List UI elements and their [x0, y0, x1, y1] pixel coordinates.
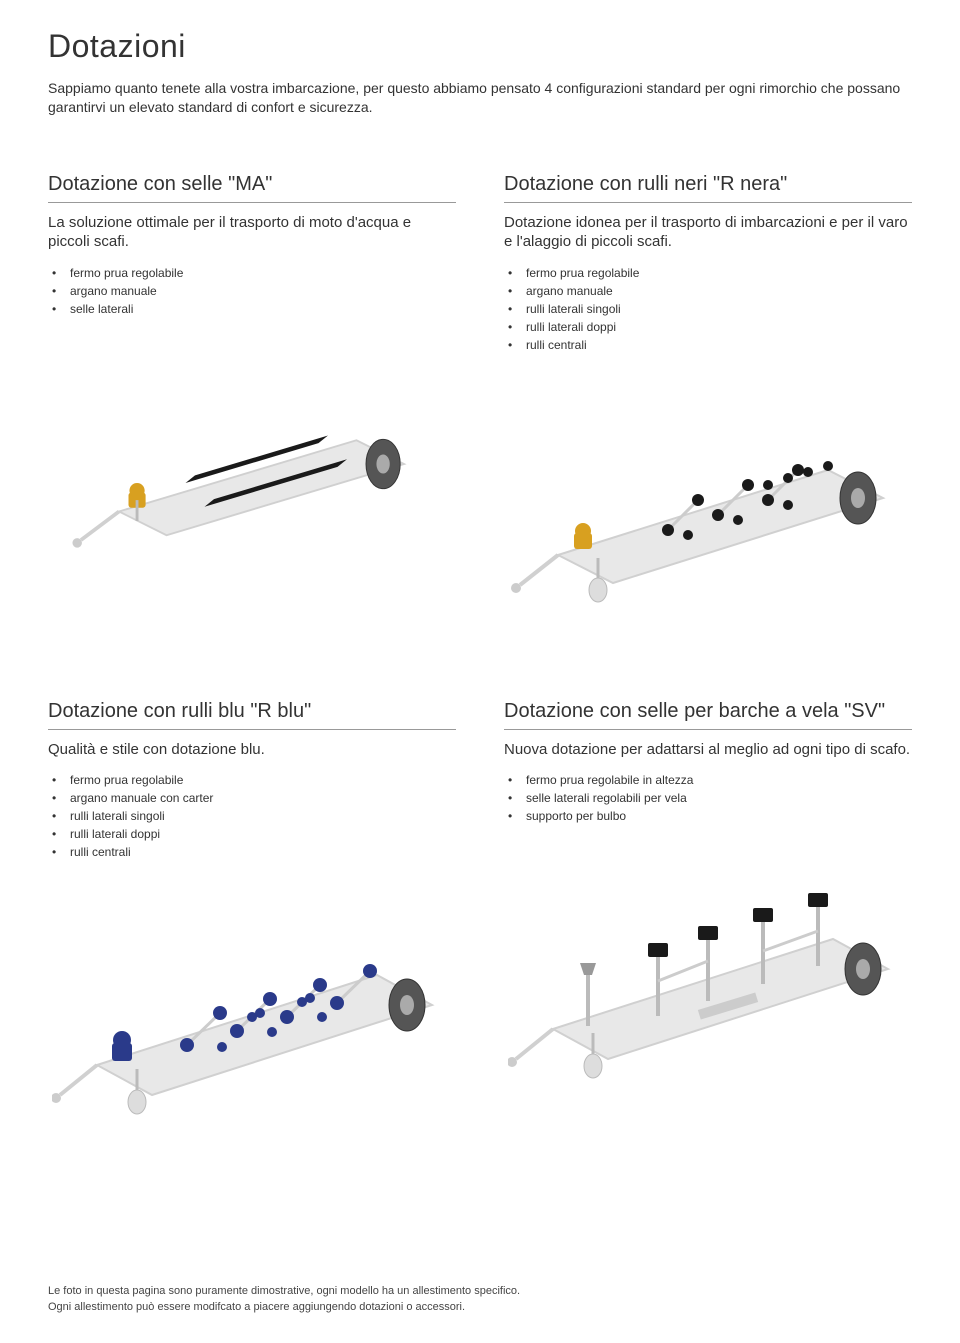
block-sv: Dotazione con selle per barche a vela "S… — [504, 700, 912, 1168]
block-ma-subtitle: La soluzione ottimale per il trasporto d… — [48, 213, 456, 252]
list-item: selle laterali regolabili per vela — [504, 789, 912, 807]
footnote: Le foto in questa pagina sono puramente … — [48, 1284, 520, 1315]
block-sv-features: fermo prua regolabile in altezza selle l… — [504, 771, 912, 825]
list-item: fermo prua regolabile — [48, 264, 456, 282]
block-rnera: Dotazione con rulli neri "R nera" Dotazi… — [504, 173, 912, 700]
block-sv-title: Dotazione con selle per barche a vela "S… — [504, 700, 912, 723]
block-ma: Dotazione con selle "MA" La soluzione ot… — [48, 173, 456, 700]
list-item: fermo prua regolabile — [48, 771, 456, 789]
list-item: rulli laterali singoli — [48, 807, 456, 825]
list-item: rulli centrali — [48, 843, 456, 861]
list-item: rulli laterali singoli — [504, 300, 912, 318]
block-rblu-illustration — [48, 877, 456, 1127]
block-rnera-title: Dotazione con rulli neri "R nera" — [504, 173, 912, 196]
trailer-ma-icon — [62, 350, 442, 569]
divider — [504, 202, 912, 203]
block-rblu-features: fermo prua regolabile argano manuale con… — [48, 771, 456, 861]
list-item: argano manuale — [48, 282, 456, 300]
block-rnera-illustration — [504, 370, 912, 620]
list-item: argano manuale con carter — [48, 789, 456, 807]
block-ma-features: fermo prua regolabile argano manuale sel… — [48, 264, 456, 318]
divider — [504, 729, 912, 730]
list-item: rulli centrali — [504, 336, 912, 354]
block-sv-illustration — [504, 841, 912, 1091]
block-sv-subtitle: Nuova dotazione per adattarsi al meglio … — [504, 740, 912, 760]
trailer-rblu-icon — [52, 887, 452, 1117]
list-item: argano manuale — [504, 282, 912, 300]
trailer-rnera-icon — [508, 380, 908, 610]
list-item: rulli laterali doppi — [504, 318, 912, 336]
configs-grid: Dotazione con selle "MA" La soluzione ot… — [48, 173, 912, 1168]
page-title: Dotazioni — [48, 28, 912, 65]
block-ma-illustration — [48, 334, 456, 584]
list-item: rulli laterali doppi — [48, 825, 456, 843]
footnote-line: Ogni allestimento può essere modifcato a… — [48, 1300, 520, 1315]
intro-text: Sappiamo quanto tenete alla vostra imbar… — [48, 79, 908, 117]
block-rblu: Dotazione con rulli blu "R blu" Qualità … — [48, 700, 456, 1168]
block-rnera-subtitle: Dotazione idonea per il trasporto di imb… — [504, 213, 912, 252]
block-rblu-title: Dotazione con rulli blu "R blu" — [48, 700, 456, 723]
list-item: selle laterali — [48, 300, 456, 318]
divider — [48, 729, 456, 730]
trailer-sv-icon — [508, 851, 908, 1081]
list-item: supporto per bulbo — [504, 807, 912, 825]
list-item: fermo prua regolabile in altezza — [504, 771, 912, 789]
block-ma-title: Dotazione con selle "MA" — [48, 173, 456, 196]
divider — [48, 202, 456, 203]
block-rblu-subtitle: Qualità e stile con dotazione blu. — [48, 740, 456, 760]
list-item: fermo prua regolabile — [504, 264, 912, 282]
footnote-line: Le foto in questa pagina sono puramente … — [48, 1284, 520, 1299]
block-rnera-features: fermo prua regolabile argano manuale rul… — [504, 264, 912, 354]
